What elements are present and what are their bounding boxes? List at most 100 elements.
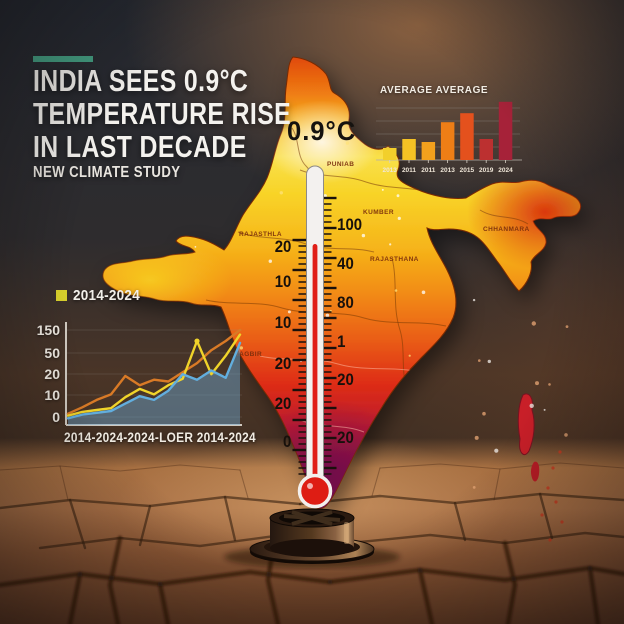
scale-number-left: 20: [274, 237, 292, 256]
droplet-dot: [487, 359, 491, 364]
speckle-dot: [394, 289, 398, 292]
bar: [383, 148, 397, 160]
droplet-dot: [472, 486, 476, 489]
scale-number-right: 1: [337, 332, 346, 351]
y-tick-label: 150: [36, 322, 60, 338]
crack-line: [68, 498, 87, 550]
reel-spokes: [283, 510, 341, 526]
speckle-dot: [325, 313, 330, 318]
island-chain: [517, 393, 535, 455]
droplet-dot: [535, 381, 539, 386]
scale-number-right: 20: [337, 370, 354, 389]
y-tick-label: 20: [44, 366, 60, 382]
scale-number-right: 20: [337, 428, 354, 447]
island-dot: [546, 486, 550, 490]
scale-number-left: 20: [274, 394, 292, 413]
state-boundaries: [205, 127, 529, 393]
bar: [440, 122, 455, 160]
crack-line: [502, 540, 518, 624]
northeast-red-zone: [467, 154, 581, 270]
crack-line: [59, 465, 69, 501]
legend-label: 2014-2024: [73, 287, 140, 304]
speckle-dot: [239, 346, 243, 350]
y-tick-label: 50: [44, 345, 60, 361]
speckle-dot: [389, 243, 392, 246]
island-dot: [551, 466, 555, 470]
cylinder-bottom: [270, 539, 354, 557]
crack-line: [493, 468, 501, 501]
speckle-dot: [421, 290, 426, 295]
region-label: RAJASTHLA: [239, 231, 282, 238]
speckle-dot: [279, 191, 283, 195]
speckle-dot: [345, 141, 350, 145]
bar-x-label: 2013: [440, 167, 455, 174]
bulb-highlight: [307, 483, 313, 489]
bar: [498, 101, 513, 160]
y-tick-label: 0: [52, 409, 60, 425]
crack-line: [107, 535, 123, 624]
droplet-dot: [565, 325, 569, 328]
droplet-dot: [482, 411, 486, 416]
speckle-dot: [396, 194, 400, 198]
droplet-dot: [478, 359, 481, 362]
crack-line: [239, 469, 249, 499]
crack-line: [67, 571, 83, 624]
crack-line: [453, 501, 467, 542]
crack-line: [157, 581, 171, 624]
bar: [402, 139, 416, 160]
droplet-dot: [494, 448, 499, 453]
speckle-dot: [361, 233, 366, 238]
speckle-dot: [268, 259, 272, 263]
crack-line: [327, 565, 624, 585]
scale-number-right: 40: [337, 254, 354, 273]
region-label: CHHANMARA: [483, 226, 530, 233]
temperature-reading: 0.9°C: [287, 116, 357, 146]
droplet-dot: [543, 408, 546, 411]
floating-droplets: [472, 298, 569, 542]
yellow-line: [66, 333, 242, 417]
cylinder-highlight: [344, 522, 349, 544]
droplet-dot: [548, 383, 551, 386]
legend-swatch: [56, 290, 67, 301]
island-dot: [548, 538, 552, 542]
crack-line: [379, 462, 624, 470]
speckle-dot: [323, 194, 327, 198]
scale-number-left: 0: [283, 432, 292, 451]
region-label: RAJASTHANA: [370, 256, 419, 263]
droplet-dot: [472, 298, 476, 302]
mercury-column: [312, 244, 318, 484]
bar: [460, 113, 474, 160]
droplet-dot: [564, 433, 568, 437]
bar-x-label: 2019: [479, 167, 494, 174]
line-chart-x-label: 2014-2024-2024-LOER 2014-2024: [64, 430, 256, 445]
speckle-dot: [381, 188, 384, 191]
line-chart: 2014-2024 150 50 20 10 0 2014-2024-2024-LOER…: [28, 280, 256, 456]
scale-number-left: 10: [274, 313, 292, 332]
scale-number-right: 80: [337, 293, 354, 312]
headline-line-2: TEMPERATURE RISE: [33, 96, 292, 131]
line-chart-plot: [65, 322, 242, 426]
crack-line: [371, 467, 381, 497]
crack-line: [138, 504, 152, 547]
crack-line: [417, 567, 435, 624]
bar: [421, 142, 436, 160]
bar-x-label: 2024: [498, 167, 513, 174]
bar-chart-plot: 2013 2011 2011 2013 2015 2019 2024: [376, 101, 522, 174]
droplet-dot: [529, 403, 534, 408]
scale-number-left: 20: [274, 354, 292, 373]
crack-line: [0, 464, 241, 472]
island-dot: [558, 450, 562, 454]
island-dot: [560, 520, 564, 524]
speckle-dot: [194, 246, 197, 248]
crack-line: [538, 492, 554, 540]
droplet-dot: [474, 435, 479, 440]
scale-number-right: 100: [337, 215, 363, 234]
speckle-dot: [397, 216, 401, 220]
thermometer-ticks: [292, 196, 337, 475]
island-dot: [540, 513, 544, 517]
